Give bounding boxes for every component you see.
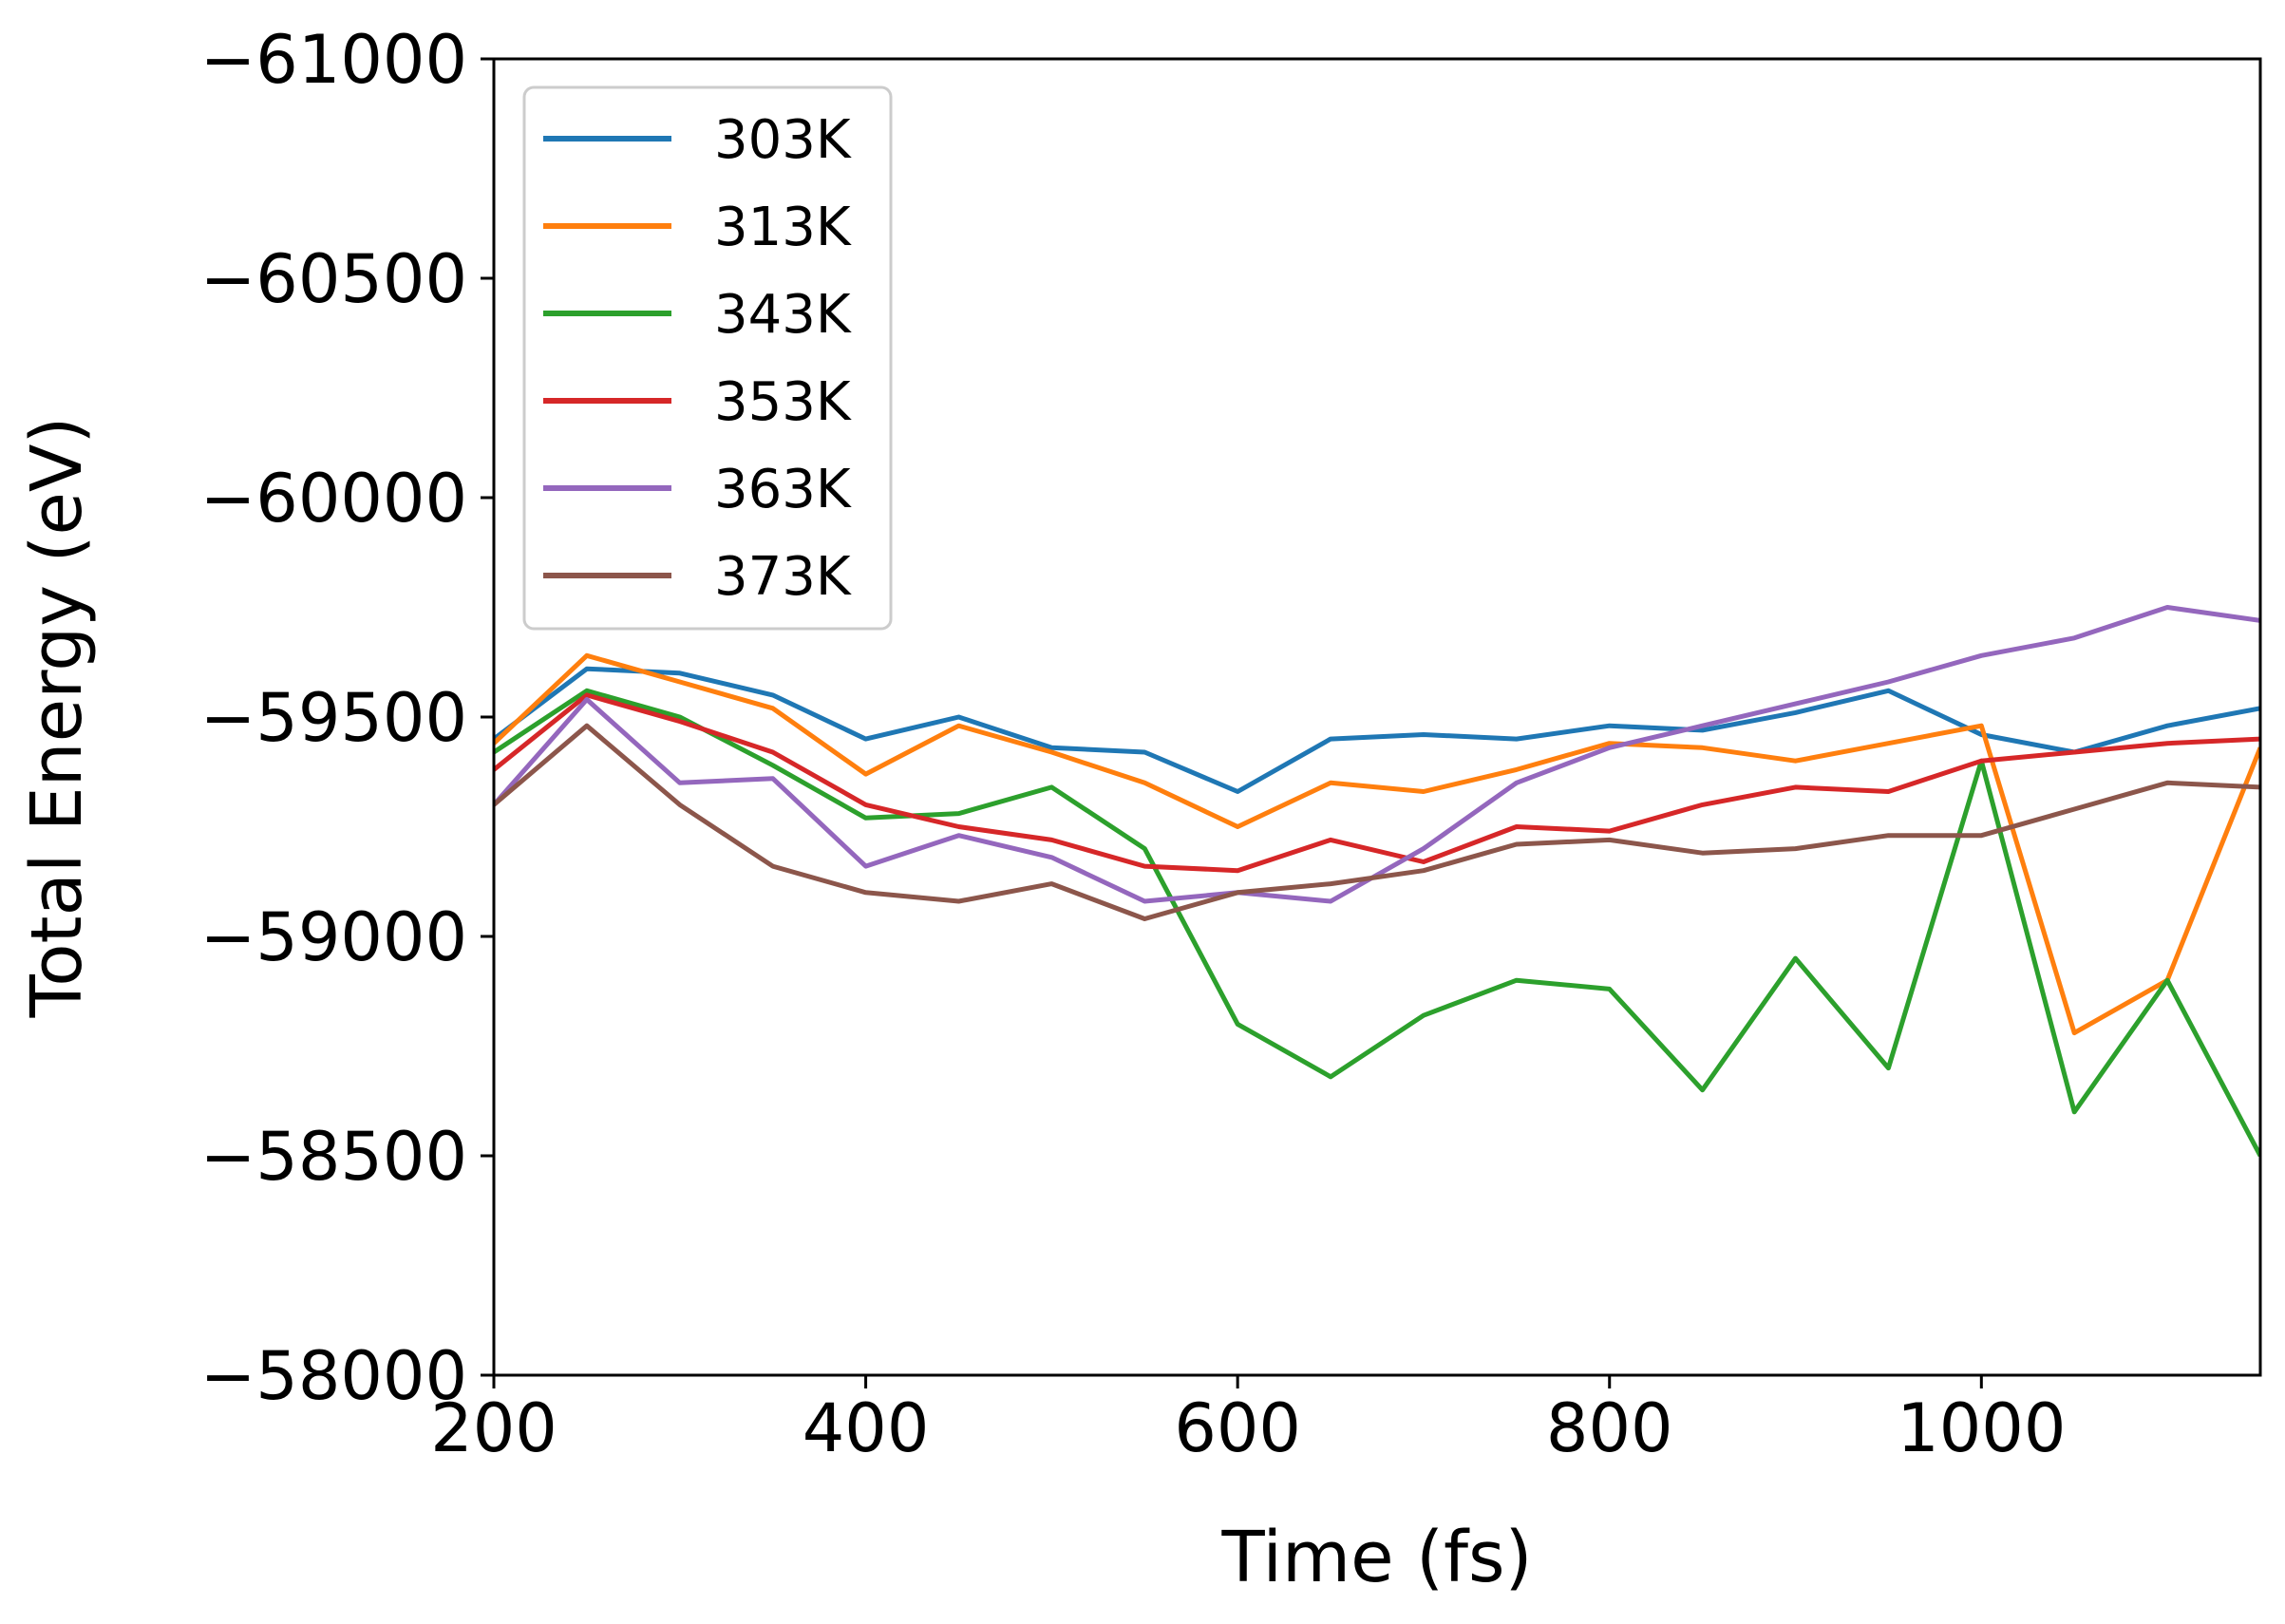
y-tick-label: −58500 (200, 1118, 467, 1196)
legend-label: 303K (714, 109, 852, 171)
legend-box (522, 85, 893, 631)
y-tick-label: −58000 (200, 1337, 467, 1415)
legend-label: 363K (714, 459, 852, 520)
x-tick-label: 400 (803, 1389, 930, 1467)
ticks-layer: 200 400 600 800 1000 −61000 −60500 −60000 −59500… (200, 21, 2067, 1467)
legend-label: 353K (714, 371, 852, 433)
legend-label: 373K (714, 546, 852, 608)
legend: 303K 313K 343K 353K 363K 373K (522, 85, 893, 631)
y-axis-label: Total Energy (eV) (16, 417, 98, 1019)
x-tick-label: 1000 (1897, 1389, 2066, 1467)
x-tick-label: 600 (1174, 1389, 1301, 1467)
series-layer (494, 605, 2260, 1158)
x-axis-label: Time (fs) (1221, 1517, 1533, 1598)
y-tick-label: −59500 (200, 679, 467, 757)
y-tick-label: −59000 (200, 898, 467, 976)
y-tick-label: −61000 (200, 21, 467, 99)
series-line-353K (494, 692, 2260, 874)
legend-label: 343K (714, 284, 852, 346)
series-line-373K (494, 723, 2260, 921)
x-tick-label: 800 (1546, 1389, 1673, 1467)
series-line-313K (494, 652, 2260, 1036)
y-tick-label: −60500 (200, 240, 467, 318)
y-tick-label: −60000 (200, 460, 467, 538)
x-tick-label: 200 (430, 1389, 557, 1467)
series-line-343K (494, 688, 2260, 1158)
legend-label: 313K (714, 197, 852, 258)
